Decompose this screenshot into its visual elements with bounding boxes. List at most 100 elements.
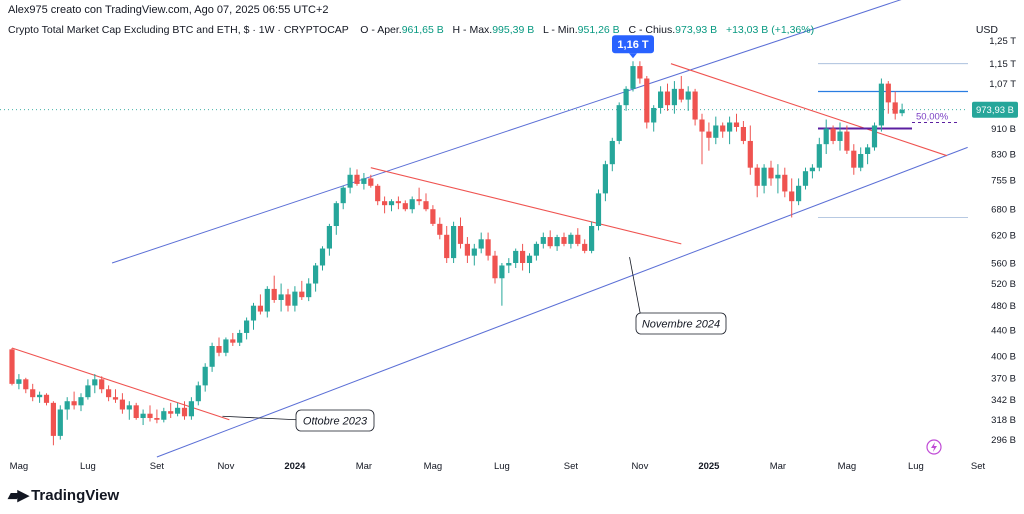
candle-body[interactable] xyxy=(175,407,181,414)
candle-body[interactable] xyxy=(768,167,774,179)
candle-body[interactable] xyxy=(106,389,112,398)
candle-body[interactable] xyxy=(671,88,677,106)
candle-body[interactable] xyxy=(554,237,560,247)
candle-body[interactable] xyxy=(250,305,257,321)
candle-body[interactable] xyxy=(30,389,36,398)
candle-body[interactable] xyxy=(616,105,622,141)
candle-body[interactable] xyxy=(623,88,629,106)
candle-body[interactable] xyxy=(195,385,201,402)
candle-body[interactable] xyxy=(388,201,395,206)
candle-body[interactable] xyxy=(858,153,864,168)
candle-body[interactable] xyxy=(823,128,829,145)
candle-body[interactable] xyxy=(609,140,615,165)
candle-body[interactable] xyxy=(685,91,691,100)
candle-body[interactable] xyxy=(485,239,491,256)
candle-body[interactable] xyxy=(271,288,277,300)
candle-body[interactable] xyxy=(430,209,436,224)
candle-body[interactable] xyxy=(802,171,809,186)
candle-body[interactable] xyxy=(140,413,146,419)
candle-body[interactable] xyxy=(568,234,574,244)
candle-body[interactable] xyxy=(50,402,56,436)
callout-box[interactable] xyxy=(295,409,375,432)
callout-box[interactable] xyxy=(635,312,727,335)
candle-body[interactable] xyxy=(9,349,15,384)
candle-body[interactable] xyxy=(361,178,367,184)
tradingview-logo[interactable]: ▰▶ TradingView xyxy=(8,486,119,505)
candle-body[interactable] xyxy=(775,174,781,179)
candle-body[interactable] xyxy=(319,248,326,266)
candle-body[interactable] xyxy=(188,401,194,417)
candle-body[interactable] xyxy=(561,237,567,244)
candle-body[interactable] xyxy=(637,66,643,79)
candle-body[interactable] xyxy=(43,394,50,403)
candle-body[interactable] xyxy=(437,223,443,235)
candle-body[interactable] xyxy=(333,203,339,227)
candle-body[interactable] xyxy=(147,413,153,419)
candle-body[interactable] xyxy=(899,109,905,114)
trendline-2024[interactable] xyxy=(370,167,682,245)
candle-body[interactable] xyxy=(754,167,760,186)
candle-body[interactable] xyxy=(478,239,484,249)
trendline-2025[interactable] xyxy=(670,63,948,157)
candle-body[interactable] xyxy=(830,128,836,141)
peak-label-box[interactable] xyxy=(612,35,654,54)
candle-body[interactable] xyxy=(471,248,477,256)
currency-label[interactable]: USD xyxy=(975,24,998,36)
candle-body[interactable] xyxy=(844,131,850,151)
candle-body[interactable] xyxy=(99,379,105,390)
candle-body[interactable] xyxy=(237,332,243,343)
candle-body[interactable] xyxy=(168,411,174,414)
candle-body[interactable] xyxy=(796,185,802,202)
candle-body[interactable] xyxy=(789,191,795,202)
candle-body[interactable] xyxy=(451,226,457,259)
candle-body[interactable] xyxy=(347,174,353,188)
candle-body[interactable] xyxy=(713,125,719,138)
candle-body[interactable] xyxy=(851,150,857,168)
candle-body[interactable] xyxy=(368,178,374,186)
candle-body[interactable] xyxy=(216,346,222,353)
candle-body[interactable] xyxy=(678,88,684,100)
candle-body[interactable] xyxy=(112,397,119,400)
candle-body[interactable] xyxy=(57,409,63,436)
candle-body[interactable] xyxy=(313,265,319,284)
candle-body[interactable] xyxy=(257,305,263,312)
candle-body[interactable] xyxy=(747,140,753,168)
candle-body[interactable] xyxy=(699,119,705,132)
candle-body[interactable] xyxy=(727,122,733,132)
candle-body[interactable] xyxy=(706,131,712,138)
candle-body[interactable] xyxy=(299,291,305,298)
candle-body[interactable] xyxy=(602,164,608,194)
candle-body[interactable] xyxy=(92,379,98,386)
candle-body[interactable] xyxy=(733,122,740,127)
candle-body[interactable] xyxy=(547,237,553,247)
candle-body[interactable] xyxy=(409,199,415,210)
candle-body[interactable] xyxy=(133,405,139,419)
candle-body[interactable] xyxy=(278,294,284,300)
candle-body[interactable] xyxy=(154,418,160,420)
candle-body[interactable] xyxy=(423,201,429,210)
candle-body[interactable] xyxy=(285,294,291,306)
candle-body[interactable] xyxy=(382,201,388,206)
candle-body[interactable] xyxy=(499,265,505,279)
candle-body[interactable] xyxy=(444,234,450,259)
candle-body[interactable] xyxy=(526,255,533,263)
candle-body[interactable] xyxy=(809,167,815,172)
candle-body[interactable] xyxy=(575,234,581,244)
candle-body[interactable] xyxy=(885,83,891,103)
candle-body[interactable] xyxy=(865,147,871,154)
candle-body[interactable] xyxy=(540,237,546,244)
candle-body[interactable] xyxy=(264,288,270,312)
candle-body[interactable] xyxy=(230,339,236,343)
candle-body[interactable] xyxy=(457,226,464,244)
last-price-tag[interactable] xyxy=(972,101,1018,118)
candle-body[interactable] xyxy=(692,91,698,120)
candle-body[interactable] xyxy=(658,91,664,108)
candle-body[interactable] xyxy=(85,385,91,398)
candle-body[interactable] xyxy=(202,366,208,386)
candle-body[interactable] xyxy=(119,399,125,410)
candle-body[interactable] xyxy=(126,405,132,410)
candle-body[interactable] xyxy=(64,401,70,410)
candle-body[interactable] xyxy=(595,193,602,227)
candle-body[interactable] xyxy=(292,291,298,306)
candle-body[interactable] xyxy=(71,401,77,406)
